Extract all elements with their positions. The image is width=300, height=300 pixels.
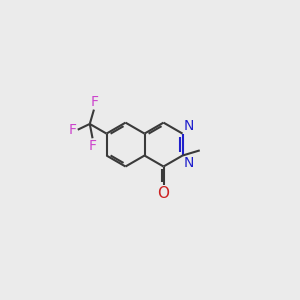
- Text: F: F: [90, 95, 98, 109]
- Text: F: F: [89, 139, 97, 153]
- Text: O: O: [158, 186, 169, 201]
- Text: F: F: [69, 123, 77, 137]
- Text: N: N: [184, 119, 194, 133]
- Text: N: N: [184, 157, 194, 170]
